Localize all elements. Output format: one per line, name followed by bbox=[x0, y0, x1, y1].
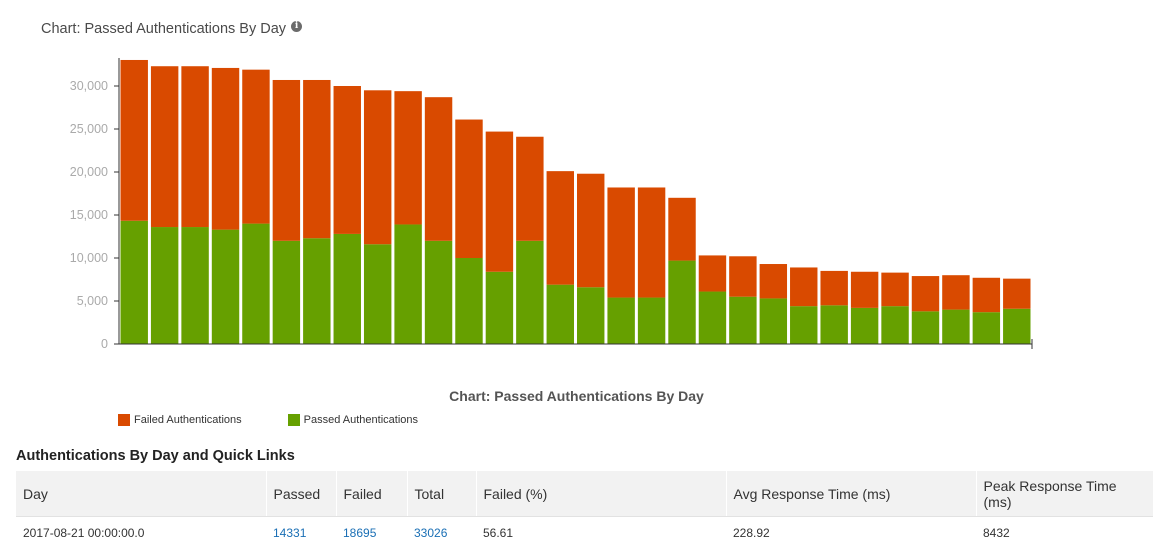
legend-swatch-passed bbox=[288, 414, 300, 426]
bar-passed bbox=[973, 312, 1000, 344]
y-tick-label: 15,000 bbox=[70, 208, 108, 222]
bar-failed bbox=[729, 256, 756, 296]
bar-passed bbox=[121, 221, 148, 344]
bar-failed bbox=[942, 275, 969, 309]
bar-passed bbox=[760, 298, 787, 344]
bar-passed bbox=[151, 227, 178, 344]
bar-passed bbox=[790, 306, 817, 344]
failed-link[interactable]: 18695 bbox=[343, 526, 376, 540]
bar-failed bbox=[790, 267, 817, 306]
bar-failed bbox=[212, 68, 239, 230]
bar-passed bbox=[303, 238, 330, 344]
bar-failed bbox=[760, 264, 787, 298]
column-header-peak-response[interactable]: Peak Response Time (ms) bbox=[976, 471, 1153, 517]
bar-failed bbox=[607, 187, 634, 297]
bar-failed bbox=[121, 60, 148, 221]
bar-passed bbox=[334, 234, 361, 344]
bar-failed bbox=[668, 198, 695, 261]
bar-passed bbox=[242, 224, 269, 344]
bar-failed bbox=[394, 91, 421, 224]
column-header-failed[interactable]: Failed bbox=[336, 471, 407, 517]
bar-passed bbox=[638, 298, 665, 344]
bar-passed bbox=[820, 305, 847, 344]
bar-passed bbox=[851, 308, 878, 344]
bar-failed bbox=[242, 70, 269, 224]
bar-failed bbox=[486, 132, 513, 272]
bar-passed bbox=[364, 244, 391, 344]
column-header-avg-response[interactable]: Avg Response Time (ms) bbox=[726, 471, 976, 517]
y-tick-label: 30,000 bbox=[70, 79, 108, 93]
bar-passed bbox=[1003, 309, 1030, 344]
bar-failed bbox=[273, 80, 300, 241]
table-section-title: Authentications By Day and Quick Links bbox=[16, 448, 295, 464]
bar-passed bbox=[273, 241, 300, 344]
bar-passed bbox=[699, 292, 726, 344]
bar-failed bbox=[851, 272, 878, 308]
cell-failed: 18695 bbox=[336, 517, 407, 549]
bar-failed bbox=[516, 137, 543, 241]
bar-passed bbox=[912, 311, 939, 344]
bar-passed bbox=[486, 272, 513, 344]
bar-failed bbox=[699, 255, 726, 291]
y-tick-label: 5,000 bbox=[77, 294, 108, 308]
table-row: 2017-08-21 00:00:00.0 14331 18695 33026 … bbox=[16, 517, 1153, 549]
bar-passed bbox=[394, 224, 421, 344]
chart-caption: Chart: Passed Authentications By Day bbox=[0, 388, 1153, 404]
bar-chart: 0 5,000 10,000 15,000 20,000 25,000 30,000 bbox=[0, 0, 1153, 380]
cell-peak-response: 8432 bbox=[976, 517, 1153, 549]
bar-passed bbox=[942, 310, 969, 344]
y-tick-label: 20,000 bbox=[70, 165, 108, 179]
bar-failed bbox=[425, 97, 452, 241]
bar-failed bbox=[364, 90, 391, 244]
y-tick-label: 0 bbox=[101, 337, 108, 351]
bar-passed bbox=[668, 261, 695, 344]
bar-passed bbox=[607, 298, 634, 344]
bar-failed bbox=[455, 120, 482, 258]
column-header-passed[interactable]: Passed bbox=[266, 471, 336, 517]
bar-failed bbox=[577, 174, 604, 288]
bar-passed bbox=[729, 297, 756, 344]
total-link[interactable]: 33026 bbox=[414, 526, 447, 540]
cell-total: 33026 bbox=[407, 517, 476, 549]
bar-failed bbox=[1003, 279, 1030, 309]
bar-failed bbox=[638, 187, 665, 297]
legend-swatch-failed bbox=[118, 414, 130, 426]
bar-passed bbox=[181, 227, 208, 344]
bar-passed bbox=[577, 287, 604, 344]
bar-failed bbox=[820, 271, 847, 305]
column-header-day[interactable]: Day bbox=[16, 471, 266, 517]
y-tick-label: 10,000 bbox=[70, 251, 108, 265]
column-header-failed-pct[interactable]: Failed (%) bbox=[476, 471, 726, 517]
bar-failed bbox=[881, 273, 908, 307]
legend-item-passed[interactable]: Passed Authentications bbox=[288, 414, 418, 426]
cell-failed-pct: 56.61 bbox=[476, 517, 726, 549]
chart-legend: Failed Authentications Passed Authentica… bbox=[118, 414, 418, 426]
column-header-total[interactable]: Total bbox=[407, 471, 476, 517]
bar-passed bbox=[516, 241, 543, 344]
bar-failed bbox=[912, 276, 939, 311]
cell-day: 2017-08-21 00:00:00.0 bbox=[16, 517, 266, 549]
bar-failed bbox=[973, 278, 1000, 312]
passed-link[interactable]: 14331 bbox=[273, 526, 306, 540]
cell-avg-response: 228.92 bbox=[726, 517, 976, 549]
bar-failed bbox=[547, 171, 574, 285]
bar-passed bbox=[455, 258, 482, 344]
legend-item-failed[interactable]: Failed Authentications bbox=[118, 414, 242, 426]
legend-label-failed: Failed Authentications bbox=[134, 414, 242, 426]
bar-failed bbox=[334, 86, 361, 234]
cell-passed: 14331 bbox=[266, 517, 336, 549]
bar-failed bbox=[151, 66, 178, 227]
bar-failed bbox=[303, 80, 330, 238]
y-tick-label: 25,000 bbox=[70, 122, 108, 136]
bar-failed bbox=[181, 66, 208, 227]
bar-passed bbox=[425, 241, 452, 344]
legend-label-passed: Passed Authentications bbox=[304, 414, 418, 426]
table-header-row: Day Passed Failed Total Failed (%) Avg R… bbox=[16, 471, 1153, 517]
bar-passed bbox=[547, 285, 574, 344]
bar-passed bbox=[881, 306, 908, 344]
bar-passed bbox=[212, 230, 239, 344]
authentications-table: Day Passed Failed Total Failed (%) Avg R… bbox=[16, 471, 1153, 549]
